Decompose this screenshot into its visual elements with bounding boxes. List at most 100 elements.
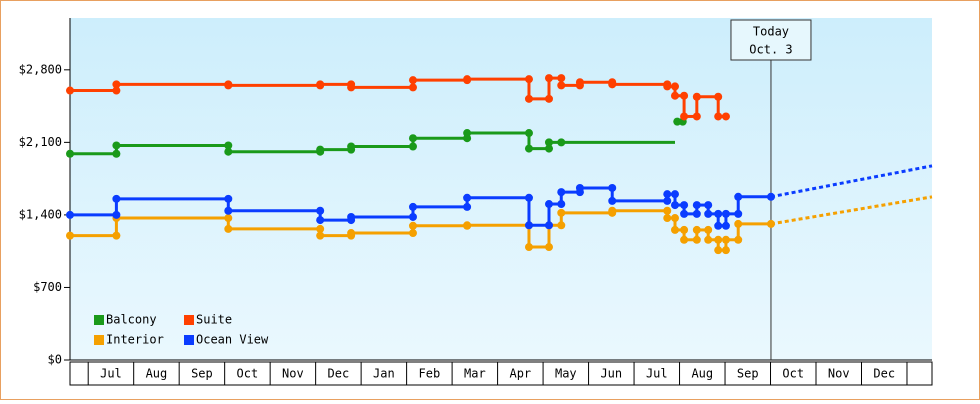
point [316,216,325,225]
point [463,193,472,202]
point [608,208,617,217]
point [463,76,472,85]
point [704,209,713,218]
point [714,221,723,230]
point [721,209,730,218]
projection-line [770,164,933,199]
point [557,81,566,90]
point [463,202,472,211]
point [670,190,679,199]
point [316,147,325,156]
point [557,221,566,230]
point [347,216,356,225]
y-tick-label: $2,800 [19,62,62,76]
point [112,149,121,158]
point [408,212,417,221]
y-tick-label: $700 [33,280,62,294]
point [714,92,723,101]
point [557,74,566,83]
point [734,219,743,228]
point [670,225,679,234]
point [721,221,730,230]
point [766,192,775,201]
point [112,86,121,95]
x-tick-label: Jul [100,367,122,381]
point [112,231,121,240]
today-box [730,19,812,61]
point [224,141,233,150]
point [544,94,553,103]
x-tick-label: Jan [373,367,395,381]
point [721,235,730,244]
y-tick-label: $2,100 [19,135,62,149]
point [692,92,701,101]
point [524,94,533,103]
point [524,75,533,84]
point [663,196,672,205]
point [766,219,775,228]
point [524,129,533,138]
point [734,235,743,244]
point [663,206,672,215]
legend-label: Interior [106,333,164,347]
point [663,80,672,89]
point [408,142,417,151]
x-tick-label: Jun [600,367,622,381]
point [680,225,689,234]
point [544,74,553,83]
point [316,206,325,215]
point [704,235,713,244]
point [575,81,584,90]
point [608,183,617,192]
plot-area [70,18,932,360]
point [714,235,723,244]
x-tick-label: Nov [828,367,850,381]
point [680,201,689,210]
point [463,134,472,143]
point [408,221,417,230]
point [316,81,325,90]
point [66,86,74,95]
point [680,91,689,100]
y-tick-label: $0 [48,353,62,367]
x-tick-label: Dec [328,367,350,381]
x-tick-label: Dec [873,367,895,381]
y-tick-label: $1,400 [19,207,62,221]
point [408,229,417,238]
point [557,138,566,147]
point [680,112,689,121]
legend-swatch [94,315,104,325]
point [347,80,356,89]
x-tick-label: Aug [146,367,168,381]
point [66,231,74,240]
point [224,80,233,89]
point [663,214,672,223]
legend-label: Suite [196,313,232,327]
point [66,210,74,219]
point [316,224,325,233]
legend-label: Ocean View [196,333,269,347]
legend-swatch [94,335,104,345]
point [663,190,672,199]
point [524,221,533,230]
point [112,194,121,203]
month-row [69,361,933,386]
point [692,225,701,234]
point [224,206,233,215]
point [704,201,713,210]
point [544,138,553,147]
point [721,246,730,255]
point [66,149,74,158]
x-tick-label: Sep [737,367,759,381]
point [670,82,679,91]
point [544,221,553,230]
point [524,193,533,202]
legend-label: Balcony [106,313,157,327]
point [524,144,533,153]
point [224,194,233,203]
point [608,196,617,205]
point [692,209,701,218]
point [112,210,121,219]
x-tick-label: May [555,367,577,381]
point [608,78,617,87]
